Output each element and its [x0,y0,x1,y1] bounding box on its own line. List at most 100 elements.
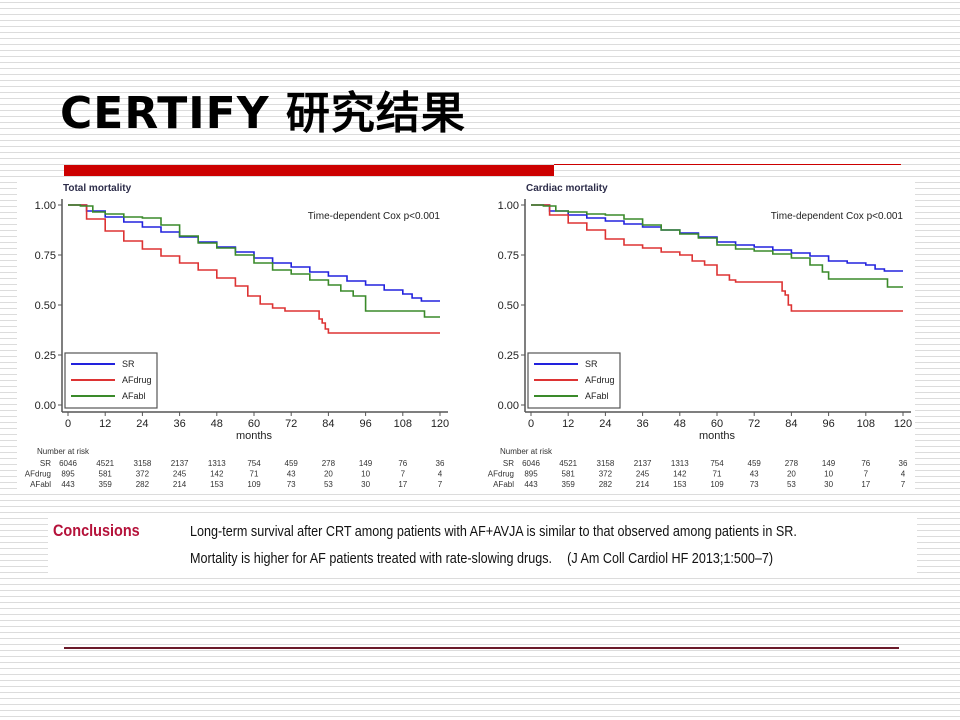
conclusions-line-2-text: Mortality is higher for AF patients trea… [190,550,553,567]
risk-cell: 109 [710,480,724,489]
risk-cell: 53 [324,480,333,489]
legend-label-afabl: AFabl [585,391,609,401]
risk-cell: 53 [787,480,796,489]
risk-cell: 214 [173,480,187,489]
risk-row-label: AFabl [493,480,514,489]
risk-cell: 17 [861,480,870,489]
x-tick-label: 0 [65,418,71,430]
risk-cell: 43 [287,470,296,479]
y-tick-label: 0.75 [35,250,56,262]
risk-cell: 1313 [671,459,689,468]
y-tick-label: 0.00 [35,400,56,412]
risk-cell: 3158 [134,459,152,468]
x-tick-label: 108 [394,418,412,430]
y-tick-label: 0.75 [498,250,519,262]
legend-label-sr: SR [122,359,135,369]
citation: (J Am Coll Cardiol HF 2013;1:500–7) [567,550,774,567]
risk-row-label: SR [503,459,514,468]
risk-cell: 245 [636,470,650,479]
y-tick-label: 0.25 [35,350,56,362]
conclusions-line-1: Long-term survival after CRT among patie… [190,523,797,540]
km-curve-afabl [531,204,903,288]
legend-label-afdrug: AFdrug [585,375,615,385]
risk-cell: 7 [901,480,906,489]
x-tick-label: 120 [431,418,449,430]
km-curve-sr [68,204,440,302]
risk-cell: 459 [285,459,299,468]
risk-cell: 2137 [171,459,189,468]
y-tick-label: 0.25 [498,350,519,362]
x-tick-label: 0 [528,418,534,430]
x-tick-label: 84 [785,418,797,430]
y-tick-label: 0.50 [35,300,56,312]
p-value-annotation: Time-dependent Cox p<0.001 [771,211,904,222]
risk-cell: 282 [136,480,150,489]
x-tick-label: 72 [748,418,760,430]
risk-cell: 43 [750,470,759,479]
risk-cell: 2137 [634,459,652,468]
x-tick-label: 12 [99,418,111,430]
y-tick-label: 1.00 [35,200,56,212]
x-tick-label: 96 [359,418,371,430]
x-tick-label: 120 [894,418,912,430]
risk-cell: 149 [822,459,836,468]
risk-cell: 443 [524,480,538,489]
risk-cell: 4 [438,470,443,479]
x-tick-label: 84 [322,418,334,430]
risk-cell: 3158 [597,459,615,468]
x-tick-label: 96 [822,418,834,430]
risk-cell: 153 [210,480,224,489]
x-tick-label: 12 [562,418,574,430]
km-curve-afabl [68,204,440,318]
risk-cell: 20 [787,470,796,479]
x-tick-label: 108 [857,418,875,430]
risk-cell: 10 [824,470,833,479]
risk-cell: 359 [562,480,576,489]
legend-label-sr: SR [585,359,598,369]
footer-rule [64,647,899,649]
risk-cell: 76 [861,459,870,468]
x-tick-label: 36 [173,418,185,430]
risk-cell: 71 [713,470,722,479]
risk-cell: 142 [673,470,687,479]
risk-cell: 20 [324,470,333,479]
risk-cell: 372 [136,470,150,479]
risk-cell: 278 [322,459,336,468]
x-axis-label: months [236,430,273,442]
title-accent-rule [554,164,901,165]
title-accent-bar [64,165,554,176]
risk-cell: 7 [401,470,406,479]
km-charts-svg: Total mortality Time-dependent Cox p<0.00… [25,183,912,489]
risk-cell: 581 [99,470,113,479]
x-tick-label: 24 [599,418,611,430]
risk-row-label: SR [40,459,51,468]
risk-cell: 142 [210,470,224,479]
risk-cell: 581 [562,470,576,479]
risk-cell: 6046 [59,459,77,468]
x-tick-label: 48 [211,418,223,430]
risk-cell: 73 [287,480,296,489]
risk-cell: 372 [599,470,613,479]
risk-cell: 1313 [208,459,226,468]
chart-title: Total mortality [63,183,132,194]
risk-cell: 278 [785,459,799,468]
chart-title: Cardiac mortality [526,183,608,194]
risk-cell: 895 [524,470,538,479]
conclusions-label: Conclusions [53,521,140,540]
risk-cell: 30 [361,480,370,489]
number-at-risk-heading: Number at risk [37,447,90,456]
risk-cell: 7 [438,480,443,489]
risk-cell: 359 [99,480,113,489]
risk-cell: 895 [61,470,75,479]
km-figure: Total mortality Time-dependent Cox p<0.00… [17,181,915,493]
y-tick-label: 1.00 [498,200,519,212]
risk-cell: 153 [673,480,687,489]
legend-label-afabl: AFabl [122,391,146,401]
risk-cell: 7 [864,470,869,479]
x-tick-label: 60 [248,418,260,430]
x-tick-label: 60 [711,418,723,430]
legend-label-afdrug: AFdrug [122,375,152,385]
risk-cell: 36 [899,459,908,468]
y-tick-label: 0.00 [498,400,519,412]
risk-cell: 71 [250,470,259,479]
